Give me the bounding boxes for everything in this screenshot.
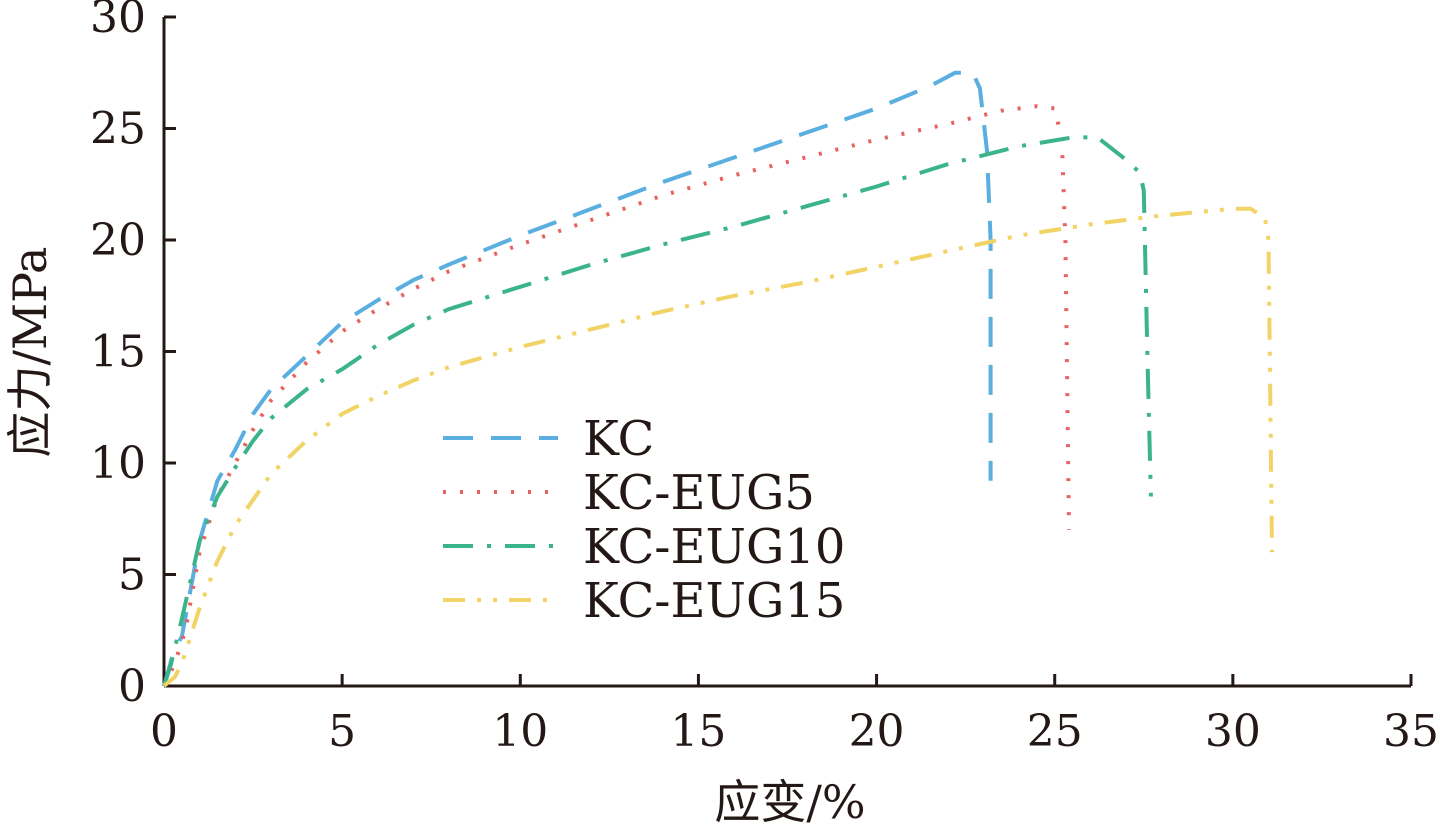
y-tick-label: 0 — [118, 661, 146, 712]
legend-label-kc-eug5: KC-EUG5 — [583, 465, 815, 521]
x-tick-label: 0 — [150, 706, 178, 757]
y-axis: 0 5 10 15 20 25 30 — [90, 0, 176, 712]
x-tick-label: 30 — [1205, 706, 1261, 757]
x-tick-label: 10 — [492, 706, 548, 757]
y-tick-label: 5 — [118, 550, 146, 601]
x-tick-label: 15 — [670, 706, 726, 757]
x-axis: 0 5 10 15 20 25 30 35 — [150, 674, 1439, 757]
legend-label-kc-eug10: KC-EUG10 — [583, 519, 845, 575]
x-axis-label: 应变/% — [714, 775, 865, 829]
series-line-kc — [162, 70, 993, 687]
x-tick-label: 5 — [328, 706, 356, 757]
series-line-kc-eug15 — [162, 206, 1274, 688]
y-axis-label: 应力/MPa — [3, 247, 57, 458]
y-tick-label: 30 — [90, 0, 146, 43]
y-ticks: 0 5 10 15 20 25 30 — [90, 0, 176, 712]
y-tick-label: 10 — [90, 438, 146, 489]
legend-label-kc-eug15: KC-EUG15 — [583, 573, 845, 629]
x-tick-label: 20 — [849, 706, 905, 757]
x-tick-label: 35 — [1383, 706, 1439, 757]
x-ticks: 0 5 10 15 20 25 30 35 — [150, 674, 1439, 757]
x-tick-label: 25 — [1027, 706, 1083, 757]
series-lines — [162, 70, 1274, 688]
y-tick-label: 20 — [90, 215, 146, 266]
y-tick-label: 25 — [90, 104, 146, 155]
legend-label-kc: KC — [583, 411, 654, 467]
y-tick-label: 15 — [90, 327, 146, 378]
series-line-kc-eug10 — [162, 135, 1153, 687]
